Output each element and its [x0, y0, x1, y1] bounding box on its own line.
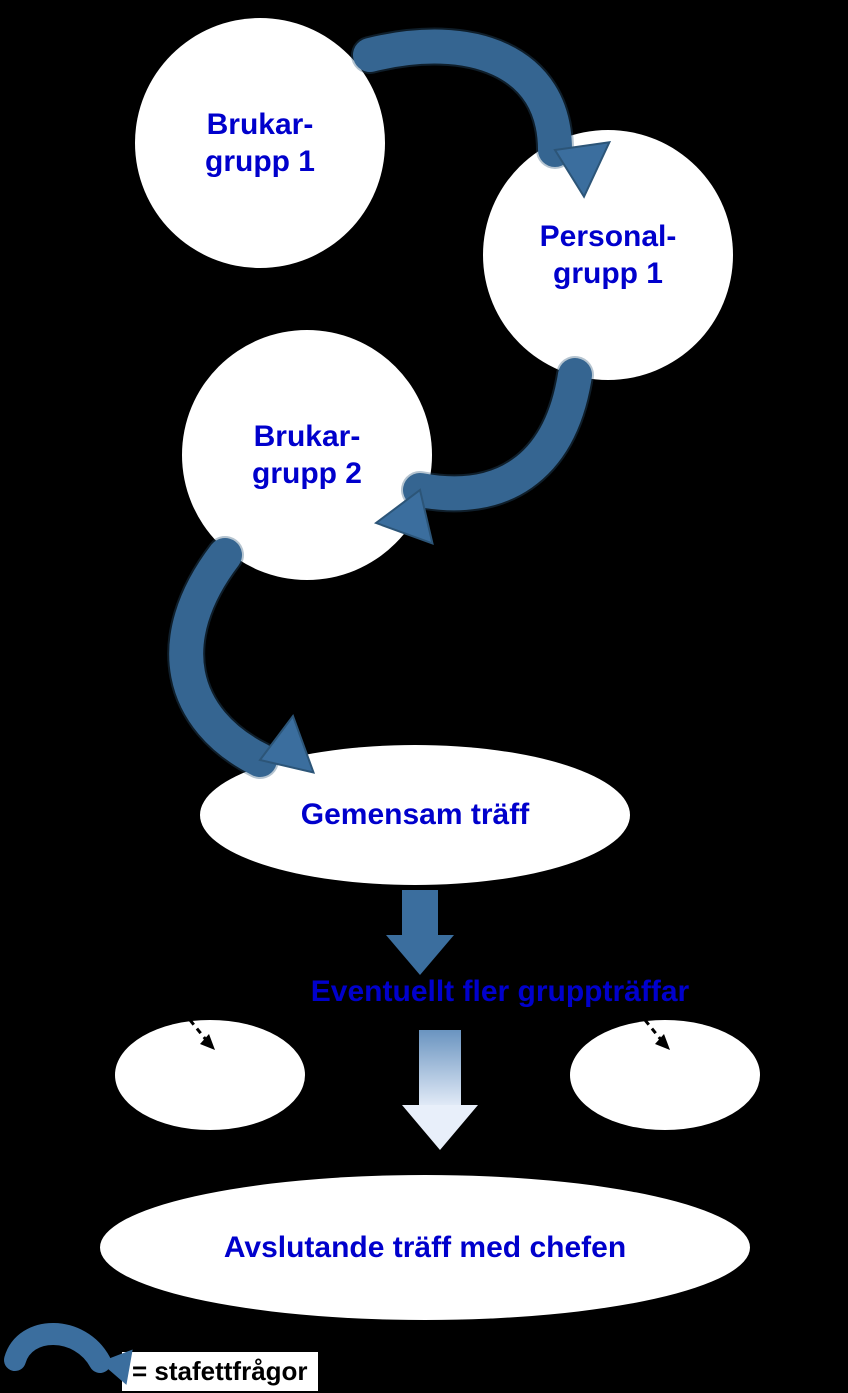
node-avslutande: Avslutande träff med chefen	[100, 1175, 750, 1320]
legend-box: = stafettfrågor	[120, 1350, 320, 1393]
node-personal-1: Personal- grupp 1	[483, 130, 733, 380]
node-brukar-1-label: Brukar- grupp 1	[205, 106, 315, 181]
node-personal-1-line1: Personal-	[540, 220, 677, 253]
node-small-left	[115, 1020, 305, 1130]
node-brukar-2-line2: grupp 2	[252, 457, 362, 490]
node-brukar-1-line2: grupp 1	[205, 145, 315, 178]
node-personal-1-label: Personal- grupp 1	[540, 218, 677, 293]
node-brukar-2-line1: Brukar-	[254, 420, 361, 453]
diagram-stage: Brukar- grupp 1 Personal- grupp 1 Brukar…	[0, 0, 848, 1391]
node-small-right	[570, 1020, 760, 1130]
down-arrow-icon	[386, 890, 454, 975]
node-personal-1-line2: grupp 1	[553, 257, 663, 290]
node-brukar-1-line1: Brukar-	[207, 108, 314, 141]
node-brukar-1: Brukar- grupp 1	[135, 18, 385, 268]
node-brukar-2-label: Brukar- grupp 2	[252, 418, 362, 493]
label-eventuellt: Eventuellt fler gruppträffar	[250, 975, 750, 1009]
node-avslutande-label: Avslutande träff med chefen	[224, 1229, 626, 1267]
node-gemensam: Gemensam träff	[200, 745, 630, 885]
legend-curved-arrow-icon	[15, 1334, 133, 1385]
faded-down-arrow-icon	[402, 1030, 478, 1150]
node-brukar-2: Brukar- grupp 2	[182, 330, 432, 580]
curved-arrow-icon	[186, 555, 313, 788]
node-gemensam-label: Gemensam träff	[301, 796, 529, 834]
